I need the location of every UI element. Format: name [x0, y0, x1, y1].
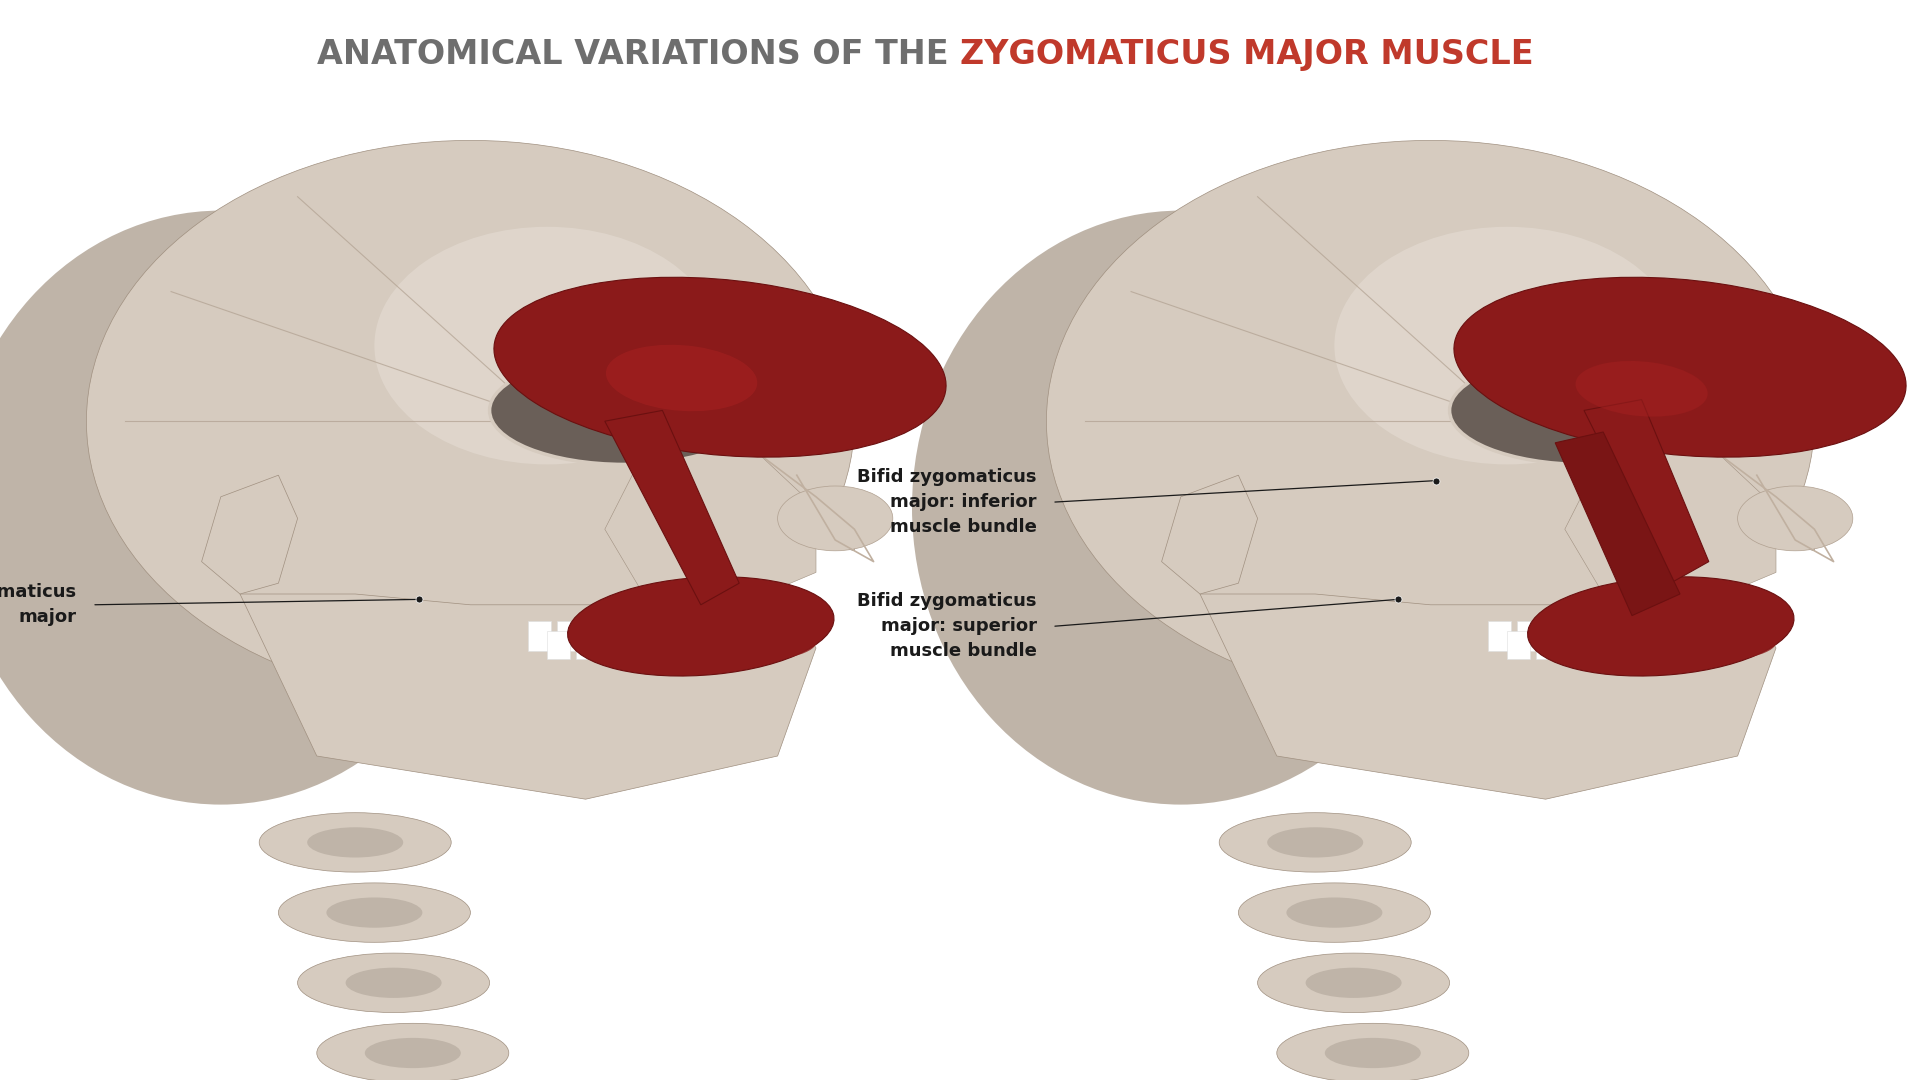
Ellipse shape	[1325, 1038, 1421, 1068]
Bar	[634, 631, 657, 659]
Ellipse shape	[1238, 883, 1430, 942]
Text: Zygomaticus
major: Zygomaticus major	[0, 583, 77, 626]
Ellipse shape	[298, 954, 490, 1013]
Polygon shape	[605, 410, 739, 605]
Bar	[1546, 621, 1569, 651]
Ellipse shape	[346, 968, 442, 998]
Ellipse shape	[1306, 968, 1402, 998]
Bar	[1517, 621, 1540, 651]
Ellipse shape	[1576, 361, 1707, 417]
Ellipse shape	[1219, 813, 1411, 873]
Bar	[701, 621, 724, 651]
Bar	[720, 631, 743, 659]
Ellipse shape	[624, 621, 816, 664]
Bar	[1565, 631, 1588, 659]
Bar	[557, 621, 580, 651]
Ellipse shape	[1450, 356, 1718, 464]
Ellipse shape	[912, 211, 1450, 805]
Ellipse shape	[1267, 827, 1363, 858]
Bar	[1507, 631, 1530, 659]
Polygon shape	[605, 454, 816, 605]
Bar	[1536, 631, 1559, 659]
Ellipse shape	[1258, 954, 1450, 1013]
Bar	[586, 621, 609, 651]
Ellipse shape	[1528, 577, 1793, 676]
Bar	[691, 631, 714, 659]
Ellipse shape	[307, 827, 403, 858]
Text: Bifid zygomaticus
major: superior
muscle bundle: Bifid zygomaticus major: superior muscle…	[858, 593, 1037, 660]
Ellipse shape	[326, 897, 422, 928]
Ellipse shape	[1286, 897, 1382, 928]
Ellipse shape	[365, 1038, 461, 1068]
Bar	[730, 621, 753, 651]
Polygon shape	[662, 475, 854, 551]
Bar	[1574, 621, 1597, 651]
Ellipse shape	[778, 486, 893, 551]
Ellipse shape	[1603, 405, 1680, 437]
Bar	[662, 631, 685, 659]
Ellipse shape	[1584, 621, 1776, 664]
Bar	[547, 631, 570, 659]
Ellipse shape	[493, 278, 947, 457]
Ellipse shape	[1334, 227, 1680, 464]
Bar	[614, 621, 637, 651]
Polygon shape	[1162, 475, 1258, 594]
Ellipse shape	[643, 405, 720, 437]
Ellipse shape	[317, 1024, 509, 1080]
Ellipse shape	[568, 577, 833, 676]
Ellipse shape	[278, 883, 470, 942]
Text: ZYGOMATICUS MAJOR MUSCLE: ZYGOMATICUS MAJOR MUSCLE	[960, 38, 1534, 71]
Bar	[605, 631, 628, 659]
Text: ANATOMICAL VARIATIONS OF THE: ANATOMICAL VARIATIONS OF THE	[317, 38, 960, 71]
Ellipse shape	[490, 356, 758, 464]
Polygon shape	[240, 583, 816, 799]
Polygon shape	[1555, 432, 1680, 616]
Text: Bifid zygomaticus
major: inferior
muscle bundle: Bifid zygomaticus major: inferior muscle…	[858, 469, 1037, 536]
Bar	[1632, 621, 1655, 651]
Ellipse shape	[1046, 140, 1814, 702]
Bar	[576, 631, 599, 659]
Bar	[643, 621, 666, 651]
Bar	[1488, 621, 1511, 651]
Bar	[1690, 621, 1713, 651]
Bar	[672, 621, 695, 651]
Ellipse shape	[1277, 1024, 1469, 1080]
Bar	[1622, 631, 1645, 659]
Polygon shape	[1622, 475, 1814, 551]
Polygon shape	[1584, 400, 1709, 583]
Ellipse shape	[86, 140, 854, 702]
Polygon shape	[202, 475, 298, 594]
Bar	[1594, 631, 1617, 659]
Polygon shape	[1200, 583, 1776, 799]
Bar	[1603, 621, 1626, 651]
Ellipse shape	[259, 813, 451, 873]
Bar	[528, 621, 551, 651]
Polygon shape	[1565, 454, 1776, 605]
Ellipse shape	[607, 345, 756, 411]
Ellipse shape	[0, 211, 490, 805]
Bar	[1661, 621, 1684, 651]
Ellipse shape	[374, 227, 720, 464]
Bar	[1651, 631, 1674, 659]
Ellipse shape	[1738, 486, 1853, 551]
Ellipse shape	[1453, 278, 1907, 457]
Bar	[1680, 631, 1703, 659]
